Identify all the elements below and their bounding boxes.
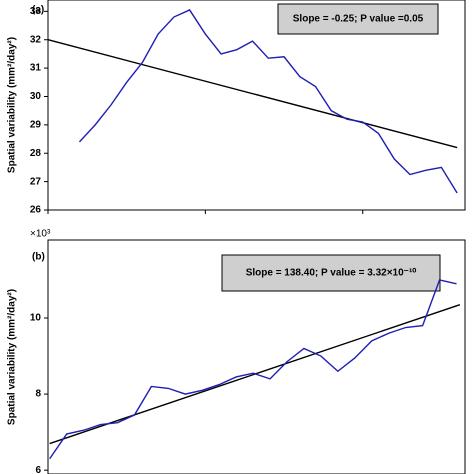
y-tick-label: 8	[35, 389, 41, 400]
y-tick-label: 29	[30, 120, 42, 131]
panel-label: (b)	[32, 252, 45, 263]
plot-frame	[47, 239, 466, 474]
panel-label: (a)	[32, 5, 44, 16]
y-axis-label: Spatial variability (mm²/day²)	[7, 289, 18, 425]
plot-frame	[47, 0, 466, 211]
data-line	[78, 9, 458, 194]
y-tick-label: 33	[30, 6, 42, 17]
y-tick-label: 30	[30, 91, 42, 102]
annotation-box	[277, 3, 439, 35]
axis-multiplier: ×10³	[30, 229, 51, 240]
y-tick-label: 6	[35, 465, 41, 474]
y-tick-label: 10	[30, 313, 42, 324]
annotation: Slope = 138.40; P value = 3.32×10⁻¹⁰	[246, 268, 417, 279]
y-tick-label: 27	[30, 176, 42, 187]
y-tick-label: 32	[30, 34, 42, 45]
annotation: Slope = -0.25; P value =0.05	[293, 14, 424, 25]
y-tick-label: 26	[30, 205, 42, 216]
trend-line	[47, 39, 458, 149]
y-axis-label: Spatial variability (mm²/day²)	[7, 37, 18, 173]
y-tick-label: 31	[30, 63, 42, 74]
data-line	[49, 279, 457, 460]
y-tick-label: 28	[30, 148, 42, 159]
annotation-box	[221, 254, 441, 292]
